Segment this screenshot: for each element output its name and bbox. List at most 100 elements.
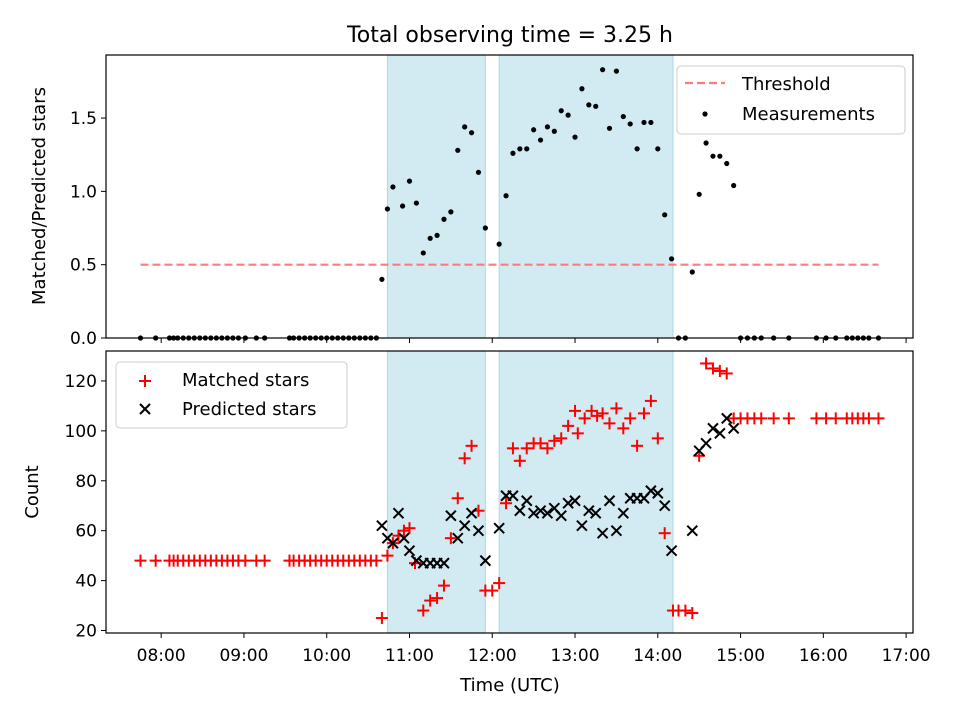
predicted-star-point (583, 505, 595, 517)
x-tick-label: 08:00 (137, 646, 186, 666)
y-tick-label: 60 (75, 522, 97, 542)
matched-star-point (658, 527, 671, 540)
predicted-star-point (707, 422, 719, 435)
matched-star-point (578, 412, 591, 425)
x-tick-label: 09:00 (219, 646, 268, 666)
predicted-star-point (700, 437, 712, 450)
measurement-point (724, 160, 730, 167)
predicted-star-point (438, 557, 450, 569)
matched-star-point (651, 432, 664, 445)
matched-star-point (513, 454, 526, 467)
measurement-point (627, 121, 633, 127)
matched-star-point (679, 604, 692, 617)
matched-stars-points (134, 357, 885, 625)
predicted-star-point (541, 507, 554, 519)
legend-threshold-label: Threshold (741, 74, 831, 95)
matched-star-point (134, 554, 147, 567)
y-tick-label: 0.5 (70, 256, 97, 276)
matched-star-point (397, 524, 410, 537)
measurement-point (413, 200, 419, 206)
measurement-point (641, 119, 647, 126)
measurement-point (441, 216, 447, 222)
legend-matched-swatch (139, 375, 151, 387)
matched-star-point (755, 412, 768, 425)
predicted-star-point (727, 422, 740, 435)
x-axis-label: Time (UTC) (459, 675, 560, 696)
x-tick-label: 17:00 (882, 646, 931, 666)
matched-star-point (534, 437, 547, 450)
predicted-star-point (472, 524, 485, 537)
measurement-point (524, 146, 530, 152)
predicted-star-point (458, 519, 471, 532)
matched-star-point (417, 604, 430, 617)
matched-star-point (486, 584, 499, 597)
legend-predicted-label: Predicted stars (182, 399, 316, 420)
predicted-star-point (479, 554, 492, 567)
predicted-star-point (398, 532, 410, 544)
predicted-star-point (658, 500, 671, 512)
measurement-point (565, 112, 571, 118)
bottom-axes-frame (105, 350, 914, 634)
measurement-point (468, 130, 475, 136)
shaded-span (498, 350, 674, 634)
y-tick-label: 20 (75, 622, 97, 642)
predicted-stars-points (376, 412, 740, 569)
x-tick-label: 11:00 (385, 646, 434, 666)
matched-star-point (624, 412, 637, 425)
shaded-span (498, 54, 674, 339)
matched-star-point (700, 357, 713, 370)
matched-star-point (437, 579, 450, 592)
measurement-point (427, 235, 433, 241)
matched-star-point (596, 407, 609, 420)
predicted-star-point (590, 507, 602, 519)
measurement-point (655, 146, 661, 152)
measurement-point (384, 206, 391, 212)
measurement-point (558, 108, 564, 114)
top-axes-frame (105, 54, 914, 339)
matched-star-point (603, 417, 616, 430)
predicted-star-point (576, 519, 588, 532)
matched-star-point (782, 412, 795, 425)
measurement-point (399, 203, 406, 209)
y-tick-label: 120 (65, 372, 97, 392)
shaded-span (386, 54, 486, 339)
x-tick-label: 16:00 (799, 646, 848, 666)
measurement-point (531, 127, 537, 133)
measurement-point (717, 153, 723, 159)
measurement-point (710, 153, 716, 159)
predicted-star-point (403, 544, 416, 557)
top-y-ticks: 0.0 0.5 1.0 1.5 (70, 109, 106, 349)
bottom-panel: 20 40 60 80 100 120 08:00 09:00 10:00 11:00 12:00… (22, 350, 931, 696)
measurement-point (510, 150, 516, 156)
matched-star-point (239, 554, 252, 567)
measurement-point (668, 256, 675, 262)
matched-star-point (706, 362, 719, 375)
y-tick-label: 80 (75, 472, 97, 492)
measurement-point (689, 269, 695, 275)
predicted-star-point (507, 490, 519, 502)
predicted-star-point (514, 505, 526, 517)
matched-star-point (375, 612, 388, 625)
matched-star-point (381, 549, 394, 562)
predicted-star-point (603, 495, 616, 507)
measurement-point (662, 212, 668, 218)
matched-star-point (465, 439, 478, 452)
matched-star-point (149, 554, 162, 567)
predicted-star-point (445, 510, 457, 522)
measurement-point (455, 147, 461, 153)
x-tick-label: 12:00 (468, 646, 517, 666)
matched-star-point (713, 364, 726, 377)
measurement-point (420, 250, 426, 256)
measurement-point (593, 103, 599, 109)
predicted-star-point (686, 524, 698, 537)
legend-measurement-label: Measurements (742, 104, 875, 125)
y-tick-label: 1.5 (70, 109, 97, 129)
predicted-star-point (452, 532, 464, 544)
bottom-y-ticks: 20 40 60 80 100 120 (65, 372, 106, 642)
matched-star-point (555, 432, 568, 445)
bottom-shaded-spans (386, 350, 674, 634)
predicted-star-point (392, 507, 405, 519)
x-tick-label: 15:00 (716, 646, 765, 666)
measurement-point (544, 124, 551, 130)
top-panel: 0.0 0.5 1.0 1.5 Matched/Predicted stars Thr… (29, 54, 914, 349)
